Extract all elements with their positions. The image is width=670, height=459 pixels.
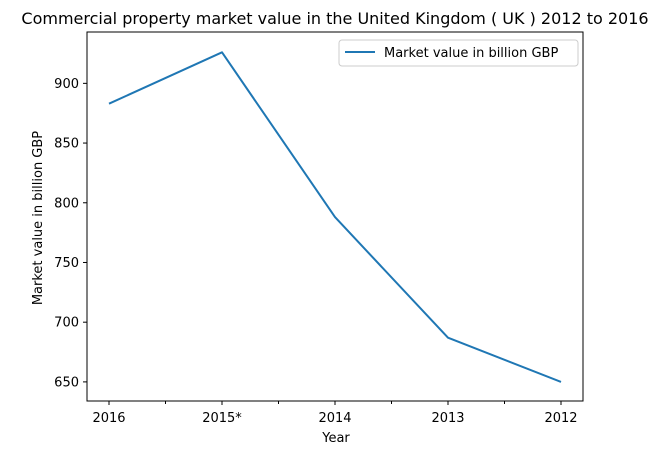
legend-label: Market value in billion GBP [384, 46, 558, 61]
chart-title: Commercial property market value in the … [21, 9, 648, 28]
y-tick-label: 650 [54, 375, 79, 390]
x-tick-label: 2014 [318, 411, 351, 426]
x-tick-label: 2012 [544, 411, 577, 426]
y-tick-label: 700 [54, 316, 79, 331]
x-tick-label: 2016 [92, 411, 125, 426]
y-tick-label: 750 [54, 256, 79, 271]
series-line [108, 51, 562, 383]
x-tick-label: 2013 [431, 411, 464, 426]
y-tick-label: 900 [54, 77, 79, 92]
y-tick-label: 850 [54, 137, 79, 152]
x-tick-label: 2015* [202, 411, 242, 426]
legend-box [338, 39, 579, 67]
x-axis-label: Year [321, 431, 350, 446]
y-tick-label: 800 [54, 196, 79, 211]
y-axis-label: Market value in billion GBP [31, 131, 46, 305]
legend: Market value in billion GBP [338, 39, 579, 67]
